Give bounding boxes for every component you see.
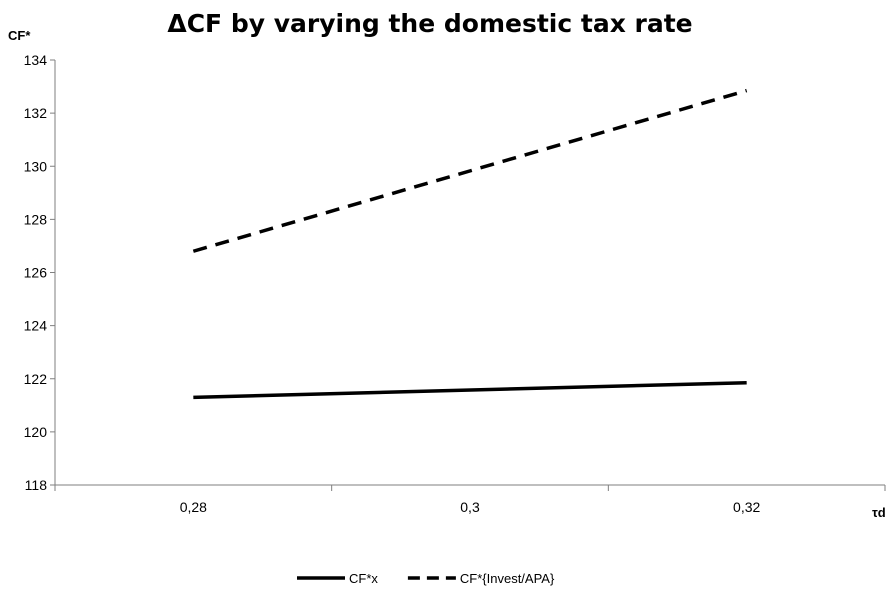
y-tick-label: 128 [24,211,48,227]
y-tick-label: 124 [24,318,48,334]
series-layer [192,88,748,400]
y-tick-label: 134 [24,52,48,68]
chart-title: ΔCF by varying the domestic tax rate [167,9,692,38]
series-line-1 [193,380,747,400]
y-tick-label: 118 [25,477,48,493]
legend-label-1: CF*x [349,571,378,586]
x-tick-label: 0,28 [180,499,207,515]
y-axis-label: CF* [8,28,31,43]
x-tick-label: 0,32 [733,499,760,515]
x-axis: 0,28 0,3 0,32 [54,484,886,515]
y-tick-label: 130 [24,158,48,174]
legend-label-2: CF*{Invest/APA} [460,571,555,586]
series-line-2 [192,88,748,253]
y-tick-label: 126 [24,265,48,281]
y-tick-label: 122 [24,371,48,387]
y-axis: 118 120 122 124 126 128 130 132 134 [24,52,56,493]
x-axis-label: τd [872,505,886,520]
y-tick-label: 120 [24,424,48,440]
x-tick-label: 0,3 [460,499,480,515]
legend: CF*x CF*{Invest/APA} [297,571,555,586]
y-tick-label: 132 [24,105,48,121]
